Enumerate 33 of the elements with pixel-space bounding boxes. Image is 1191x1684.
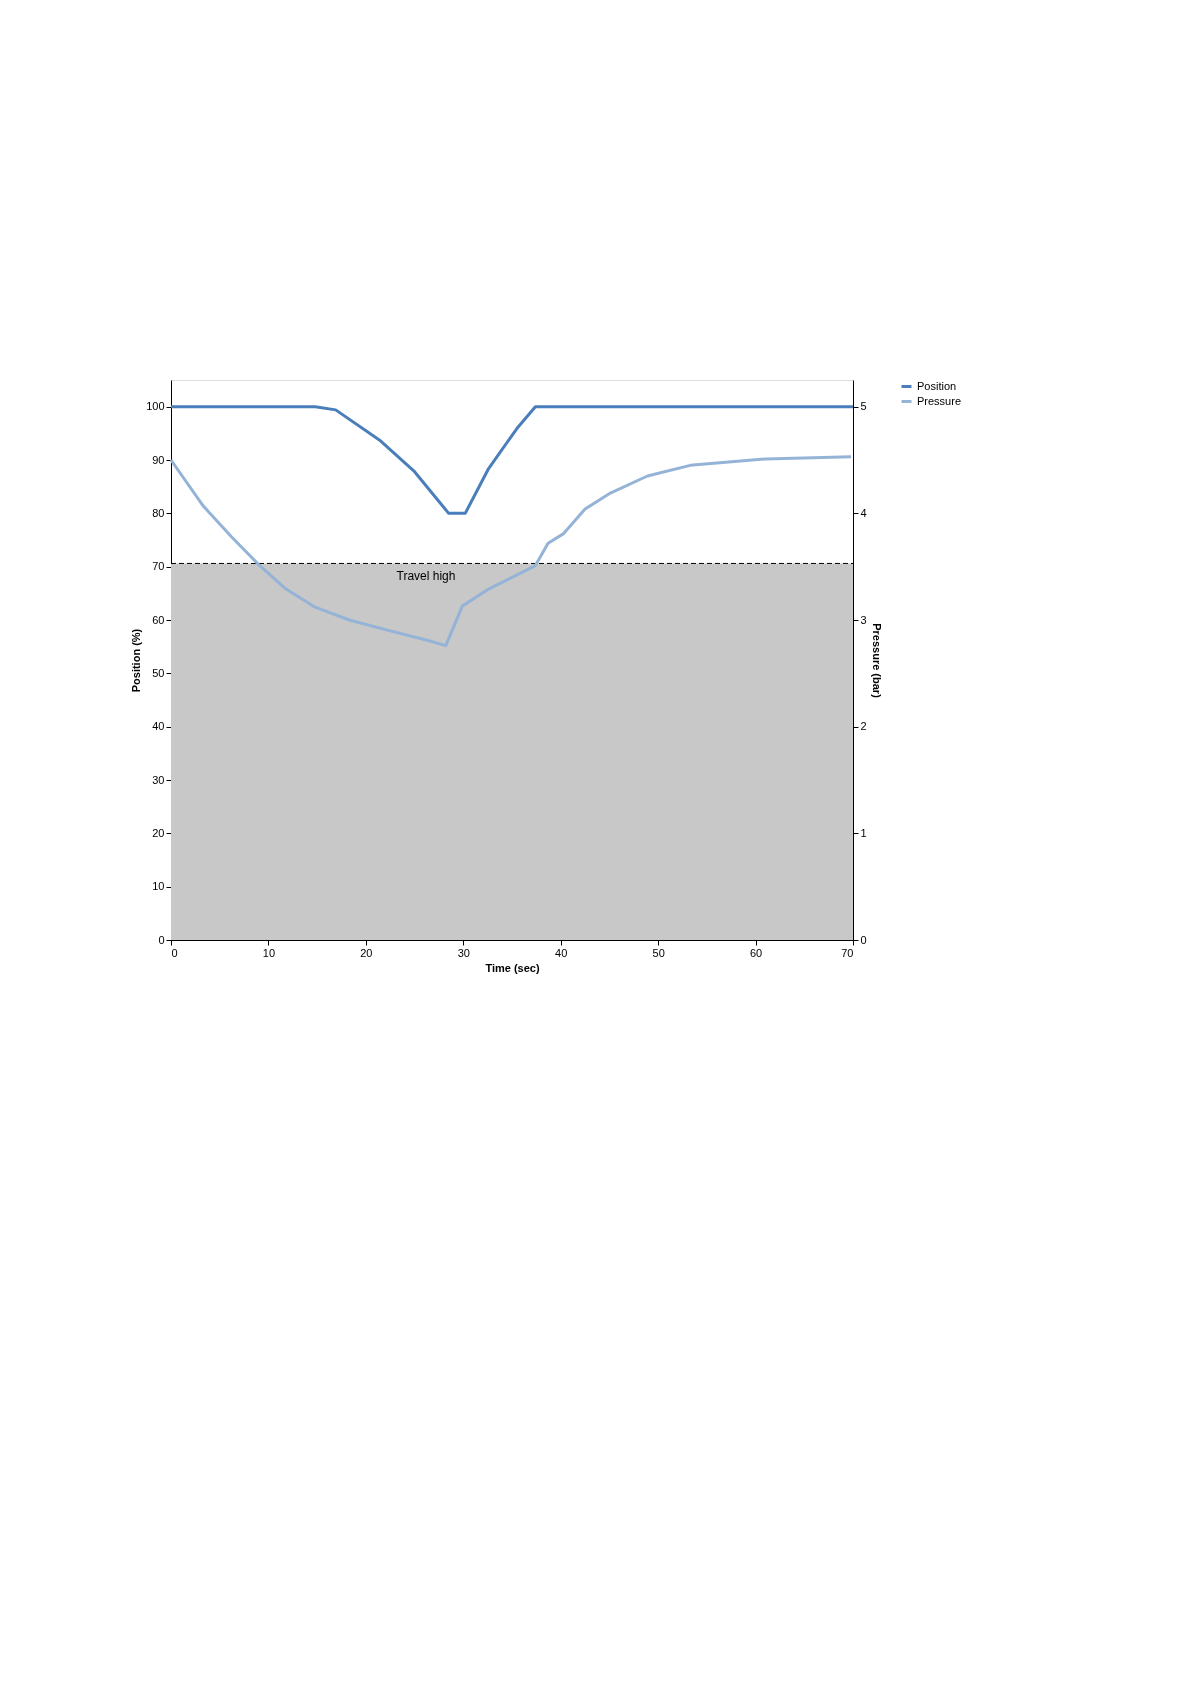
- x-tick-label: 50: [652, 946, 665, 959]
- y-tick-label: 100: [146, 400, 165, 413]
- y-tick-label: 20: [152, 826, 165, 839]
- y2-tick-label: 3: [860, 613, 867, 626]
- y-tick-label: 70: [152, 560, 165, 573]
- line-series: [169, 455, 853, 648]
- y2-tick-label: 4: [860, 506, 867, 519]
- y-tick-label: 30: [152, 773, 165, 786]
- y2-tick-label: 1: [860, 826, 867, 839]
- x-tick-label: 30: [457, 946, 470, 959]
- x-tick-label: 60: [749, 946, 763, 959]
- legend-label: Pressure: [917, 394, 962, 407]
- y-tick-label: 80: [152, 506, 165, 519]
- y2-tick-label: 0: [860, 933, 867, 946]
- x-tick-label: 40: [555, 946, 568, 959]
- legend-label: Position: [917, 379, 957, 392]
- line-series: [169, 405, 855, 515]
- x-tick-label: 20: [360, 946, 373, 959]
- y-tick-label: 40: [152, 720, 165, 733]
- y-tick-label: 10: [152, 880, 165, 893]
- y-axis-title: Position (%): [130, 628, 143, 693]
- y2-axis-title: Pressure (bar): [870, 623, 883, 699]
- y2-tick-label: 5: [860, 400, 867, 413]
- x-tick-label: 70: [841, 946, 854, 959]
- y-tick-label: 60: [152, 613, 165, 626]
- y-tick-label: 0: [158, 933, 165, 946]
- x-axis-title: Time (sec): [485, 961, 540, 974]
- ref-line-label: Travel high: [396, 569, 456, 584]
- y-tick-label: 90: [152, 453, 165, 466]
- x-tick-label: 10: [262, 946, 276, 959]
- y-tick-label: 50: [152, 666, 165, 679]
- y2-tick-label: 2: [860, 720, 867, 733]
- x-tick-label: 0: [171, 946, 178, 959]
